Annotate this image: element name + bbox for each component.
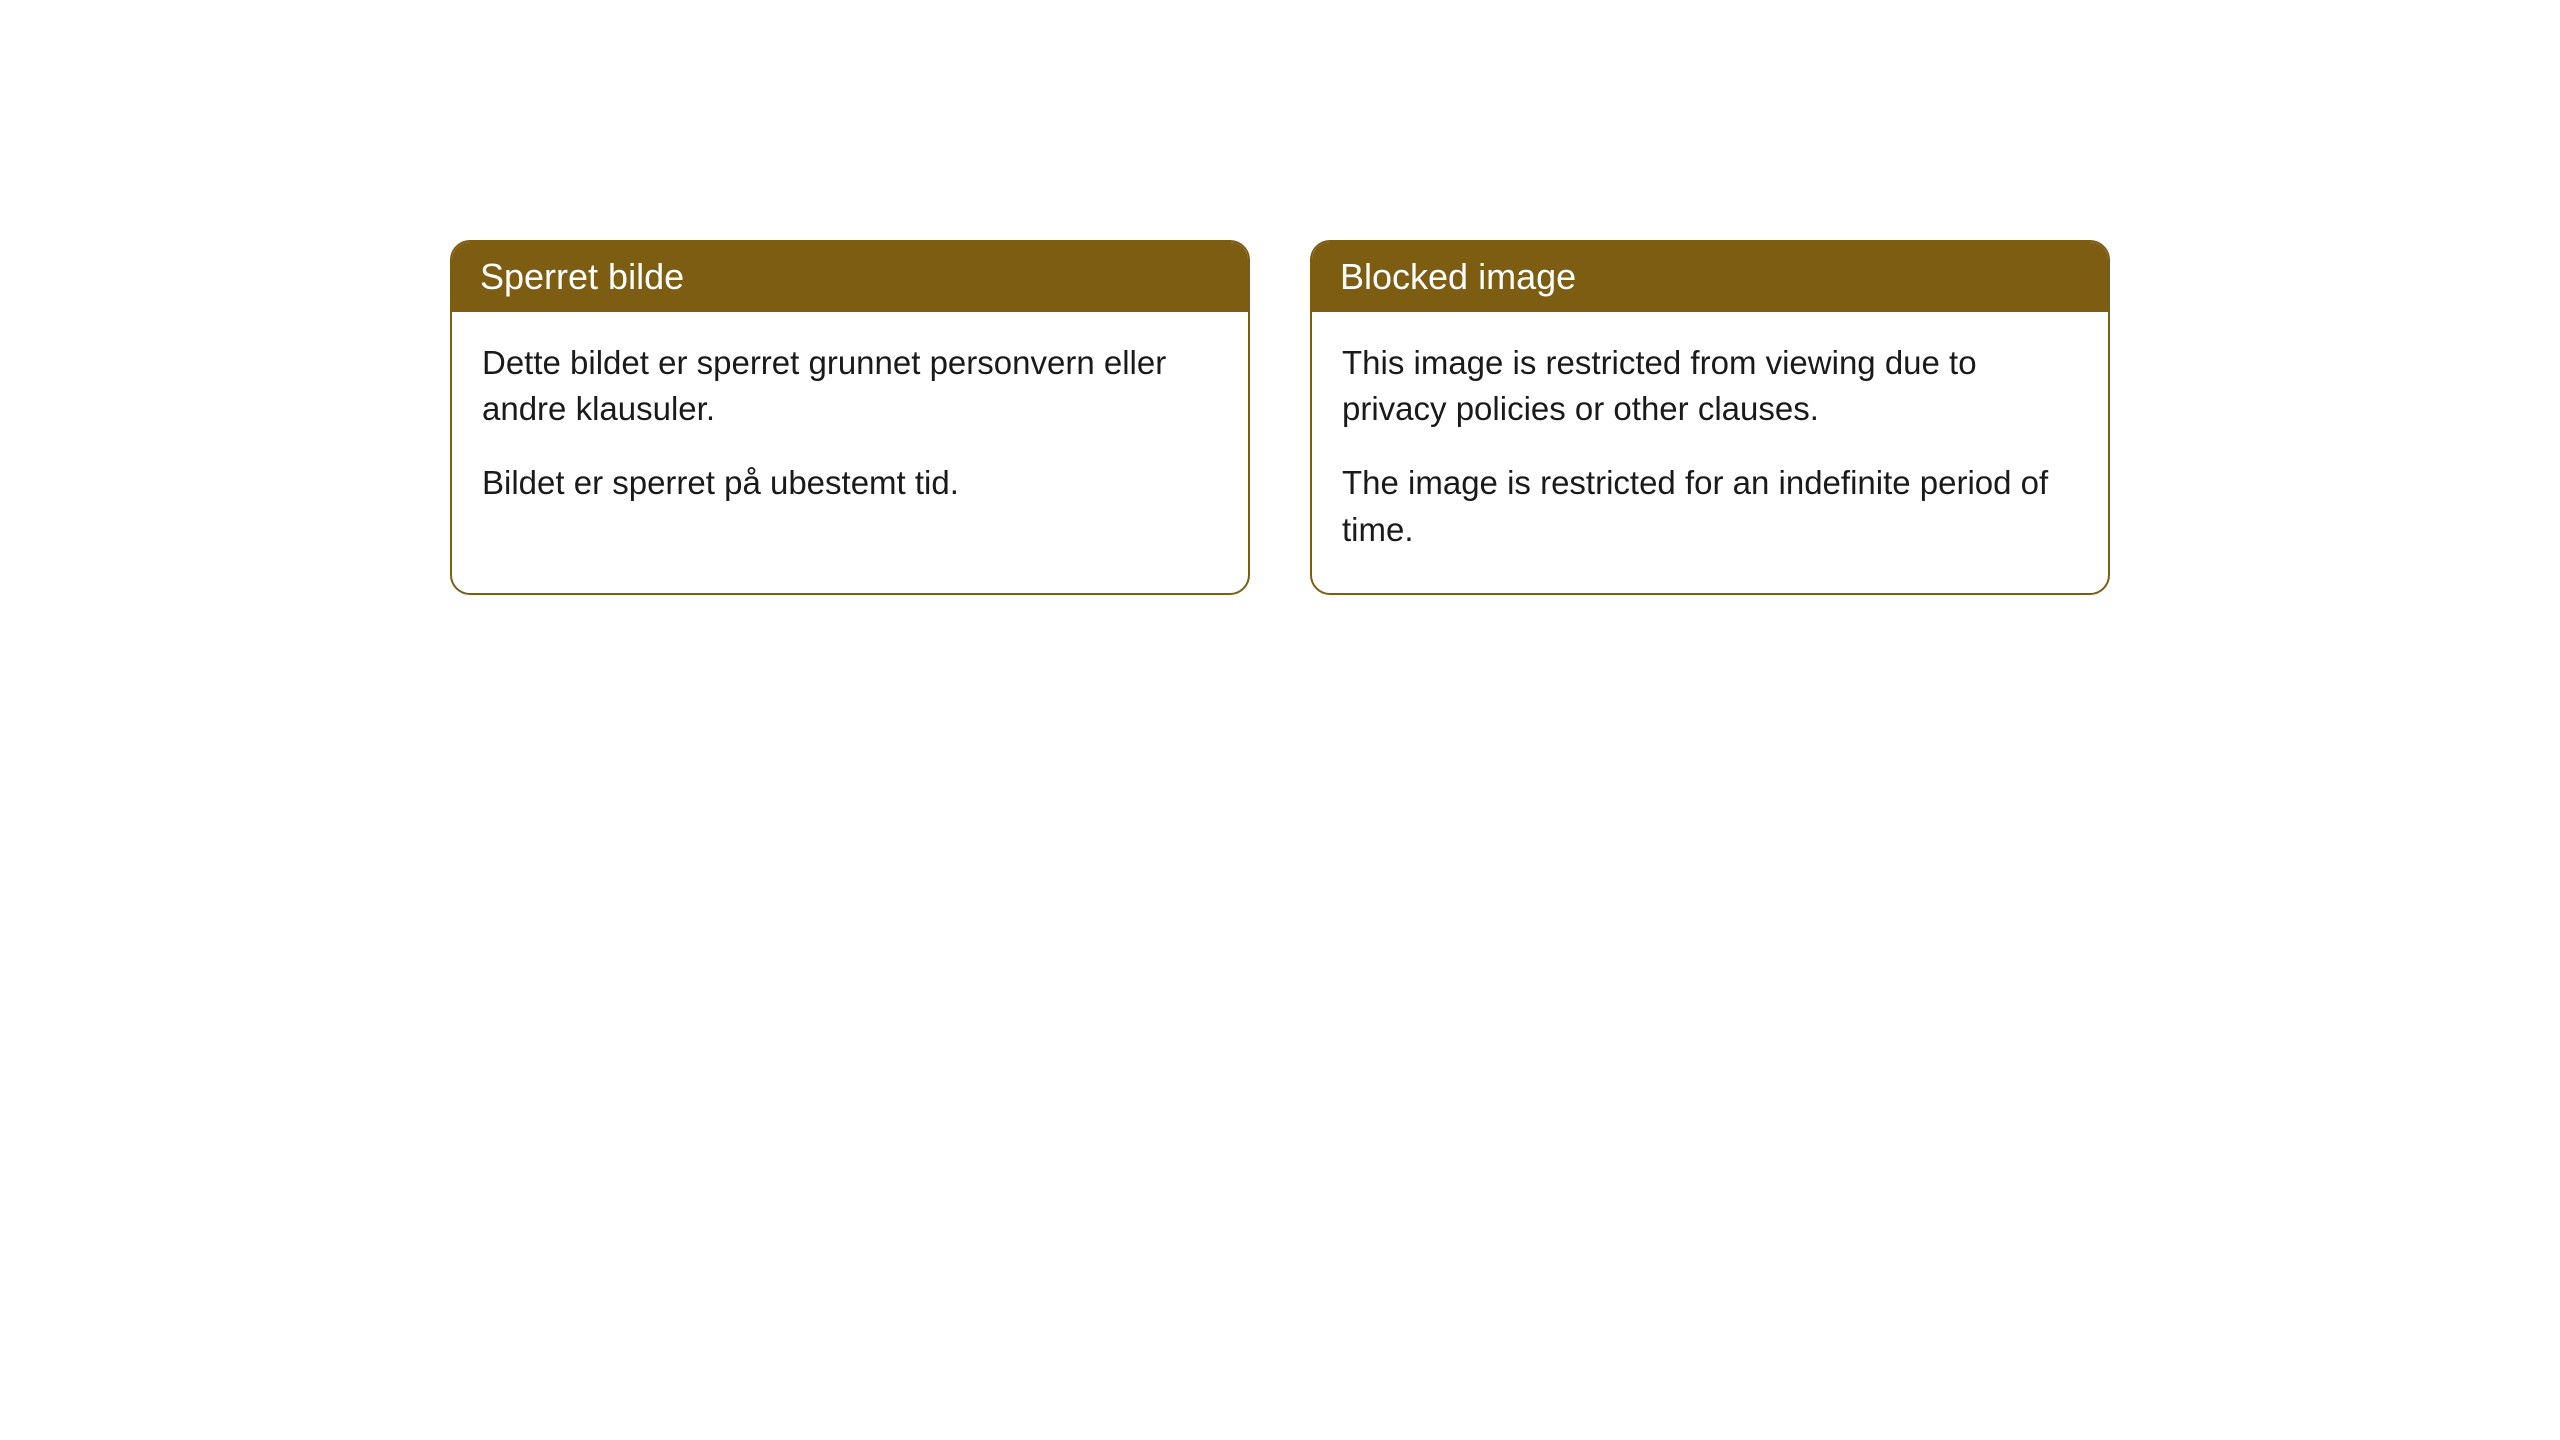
- card-header: Sperret bilde: [452, 242, 1248, 312]
- card-paragraph-1: Dette bildet er sperret grunnet personve…: [482, 340, 1218, 432]
- card-body: This image is restricted from viewing du…: [1312, 312, 2108, 593]
- card-title: Sperret bilde: [480, 256, 684, 297]
- card-title: Blocked image: [1340, 256, 1576, 297]
- blocked-image-card-norwegian: Sperret bilde Dette bildet er sperret gr…: [450, 240, 1250, 595]
- blocked-image-card-english: Blocked image This image is restricted f…: [1310, 240, 2110, 595]
- card-paragraph-2: Bildet er sperret på ubestemt tid.: [482, 460, 1218, 506]
- card-paragraph-1: This image is restricted from viewing du…: [1342, 340, 2078, 432]
- cards-container: Sperret bilde Dette bildet er sperret gr…: [0, 240, 2560, 595]
- card-header: Blocked image: [1312, 242, 2108, 312]
- card-paragraph-2: The image is restricted for an indefinit…: [1342, 460, 2078, 552]
- card-body: Dette bildet er sperret grunnet personve…: [452, 312, 1248, 547]
